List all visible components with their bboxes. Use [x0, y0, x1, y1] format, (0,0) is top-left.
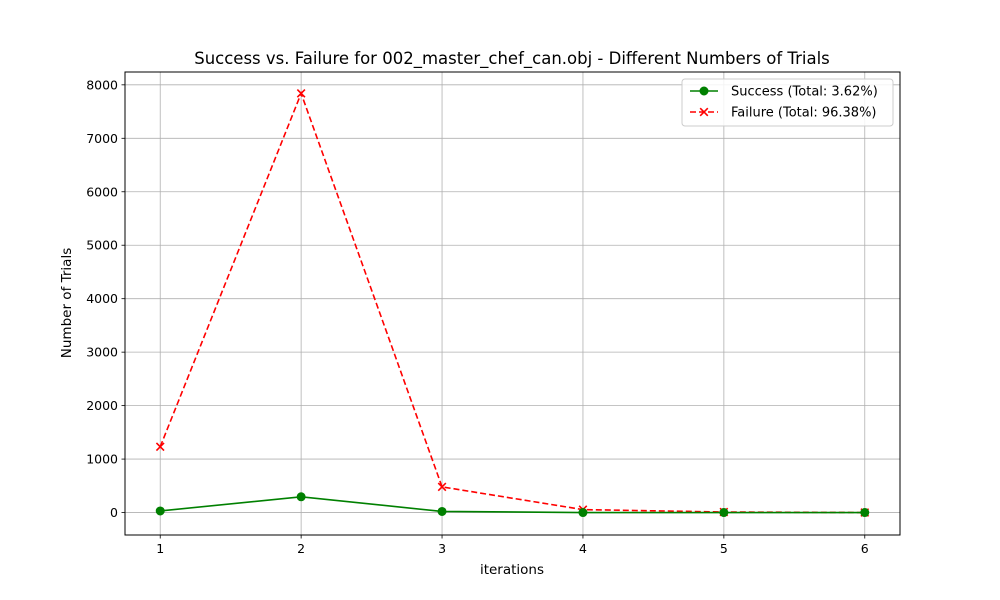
y-axis: 0 1000 2000 3000 4000 5000 6000 7000 8000	[86, 77, 125, 520]
data-point-failure	[437, 482, 447, 492]
data-point-failure	[155, 442, 165, 452]
series-success	[155, 492, 870, 518]
y-tick-label: 5000	[86, 238, 118, 253]
legend-label-success: Success (Total: 3.62%)	[731, 85, 878, 100]
data-point-success	[437, 506, 447, 516]
series-line-success	[160, 495, 865, 514]
legend-box	[681, 78, 894, 127]
chart-title: Success vs. Failure for 002_master_chef_…	[194, 49, 830, 69]
data-point-success	[155, 506, 165, 516]
series-line-failure	[159, 91, 865, 514]
data-point-success	[719, 508, 729, 518]
x-tick-label: 5	[720, 541, 728, 556]
y-tick-label: 6000	[86, 184, 118, 199]
legend-item-failure: Failure (Total: 96.38%)	[690, 106, 877, 121]
x-axis: 1 2 3 4 5 6	[156, 535, 869, 556]
x-tick-label: 2	[297, 541, 305, 556]
data-point-success	[578, 508, 588, 518]
legend-marker-success	[699, 86, 709, 96]
legend: Success (Total: 3.62%) Failure (Total: 96…	[681, 78, 894, 127]
x-axis-label: iterations	[480, 562, 544, 578]
legend-item-success: Success (Total: 3.62%)	[690, 85, 878, 100]
x-tick-label: 3	[438, 541, 446, 556]
y-tick-label: 7000	[86, 131, 118, 146]
x-tick-label: 4	[579, 541, 587, 556]
y-tick-label: 4000	[86, 291, 118, 306]
y-tick-label: 8000	[86, 77, 118, 92]
y-tick-label: 1000	[86, 452, 118, 467]
grid	[125, 72, 900, 535]
y-tick-label: 3000	[86, 345, 118, 360]
series-layer	[155, 89, 870, 518]
plot-area-frame	[124, 71, 901, 536]
data-point-success	[296, 492, 306, 502]
legend-label-failure: Failure (Total: 96.38%)	[731, 106, 877, 121]
y-tick-label: 0	[110, 505, 118, 520]
x-tick-label: 6	[861, 541, 869, 556]
legend-marker-failure	[699, 107, 709, 117]
x-tick-label: 1	[156, 541, 164, 556]
data-point-failure	[296, 89, 306, 98]
y-tick-label: 2000	[86, 398, 118, 413]
y-axis-label: Number of Trials	[59, 248, 75, 358]
data-point-success	[860, 508, 870, 518]
